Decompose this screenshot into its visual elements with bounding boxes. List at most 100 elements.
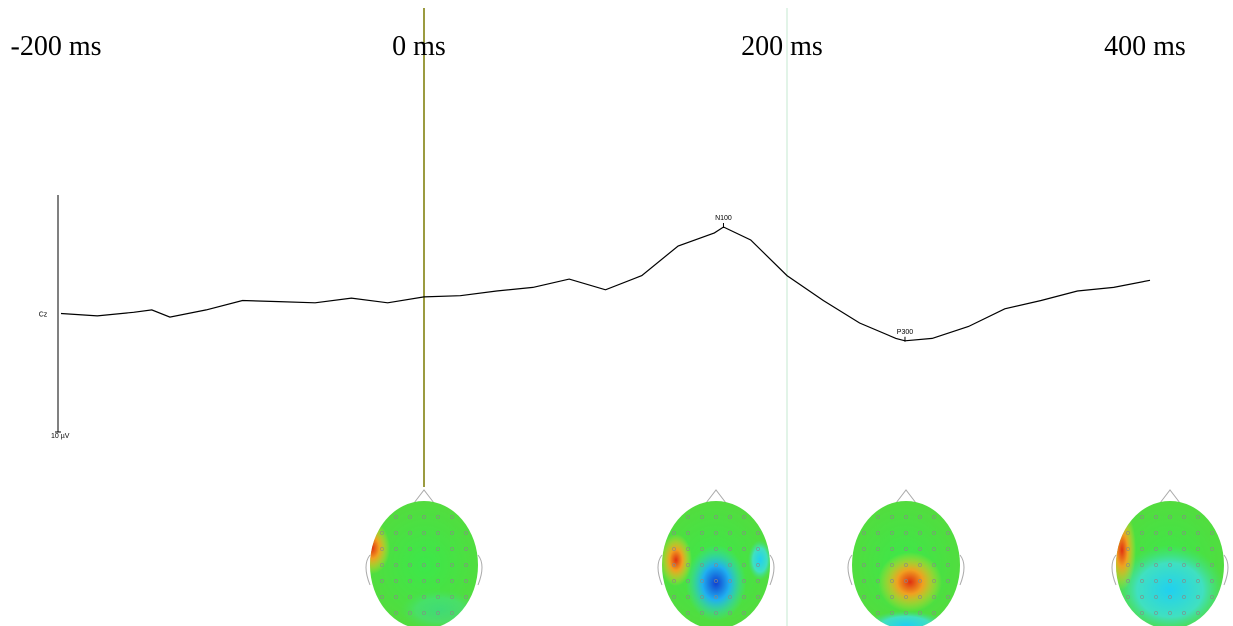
electrode: [1140, 595, 1144, 599]
electrode: [436, 563, 440, 567]
topomaps: [365, 489, 1229, 626]
electrode: [932, 547, 936, 551]
electrode: [862, 595, 866, 599]
electrode: [890, 595, 894, 599]
electrode: [700, 595, 704, 599]
electrode: [1196, 515, 1200, 519]
electrode: [932, 611, 936, 615]
electrode: [686, 531, 690, 535]
electrode: [1154, 515, 1158, 519]
electrode: [1196, 547, 1200, 551]
electrode: [904, 595, 908, 599]
electrode: [728, 611, 732, 615]
electrode: [1168, 531, 1172, 535]
electrode: [890, 515, 894, 519]
electrode: [1140, 531, 1144, 535]
electrode: [946, 531, 950, 535]
electrode: [890, 579, 894, 583]
erp-trace: [60, 226, 1151, 342]
electrode: [700, 611, 704, 615]
electrode: [1196, 531, 1200, 535]
electrode: [422, 611, 426, 615]
electrode: [1140, 611, 1144, 615]
electrode: [742, 547, 746, 551]
electrode: [918, 515, 922, 519]
electrode: [408, 531, 412, 535]
electrode: [436, 547, 440, 551]
electrode: [1210, 579, 1214, 583]
electrode: [756, 595, 760, 599]
x-tick-label: -200 ms: [11, 31, 102, 62]
electrode: [464, 579, 468, 583]
electrode: [1126, 579, 1130, 583]
electrode: [714, 515, 718, 519]
topomap: [847, 489, 965, 626]
electrode: [422, 515, 426, 519]
electrode: [932, 515, 936, 519]
electrode: [422, 531, 426, 535]
electrode: [672, 563, 676, 567]
electrode: [728, 515, 732, 519]
electrode: [918, 563, 922, 567]
electrode: [932, 595, 936, 599]
electrode: [1182, 595, 1186, 599]
electrode: [436, 579, 440, 583]
electrode: [756, 547, 760, 551]
electrode: [1168, 515, 1172, 519]
electrode: [408, 515, 412, 519]
electrode: [1168, 611, 1172, 615]
electrode: [890, 563, 894, 567]
electrode: [380, 595, 384, 599]
electrode: [422, 579, 426, 583]
electrode: [714, 611, 718, 615]
electrode: [742, 515, 746, 519]
channel-label: Cz: [39, 312, 48, 319]
topomap: [1111, 489, 1229, 626]
electrode: [714, 531, 718, 535]
electrode: [700, 547, 704, 551]
electrode: [1140, 515, 1144, 519]
electrode: [450, 563, 454, 567]
electrode: [380, 579, 384, 583]
peak-label: P300: [897, 329, 913, 336]
electrode: [686, 579, 690, 583]
electrode: [918, 547, 922, 551]
electrode: [436, 611, 440, 615]
electrode: [394, 515, 398, 519]
electrode: [862, 579, 866, 583]
electrode: [1210, 547, 1214, 551]
electrode: [686, 515, 690, 519]
topomap: [365, 489, 483, 626]
electrode: [422, 547, 426, 551]
electrodes: [380, 515, 1214, 615]
electrode: [700, 515, 704, 519]
electrode: [1154, 579, 1158, 583]
electrode: [408, 563, 412, 567]
y-tick-label: 10 µV: [51, 433, 70, 440]
x-tick-label: 200 ms: [741, 31, 823, 62]
electrode: [862, 531, 866, 535]
electrode: [700, 531, 704, 535]
electrode: [728, 579, 732, 583]
electrode: [1140, 547, 1144, 551]
electrode: [890, 611, 894, 615]
electrode: [672, 547, 676, 551]
electrode: [1196, 579, 1200, 583]
electrode: [742, 611, 746, 615]
electrode: [700, 579, 704, 583]
electrode: [714, 547, 718, 551]
electrode: [1154, 563, 1158, 567]
electrode: [394, 579, 398, 583]
electrode: [408, 547, 412, 551]
electrode: [672, 595, 676, 599]
electrode: [436, 515, 440, 519]
electrode: [1196, 611, 1200, 615]
electrode: [1210, 563, 1214, 567]
electrode: [1182, 579, 1186, 583]
topomap: [657, 489, 775, 626]
electrode: [394, 563, 398, 567]
electrode: [862, 547, 866, 551]
x-tick-label: 400 ms: [1104, 31, 1186, 62]
electrode: [394, 531, 398, 535]
electrode: [946, 595, 950, 599]
